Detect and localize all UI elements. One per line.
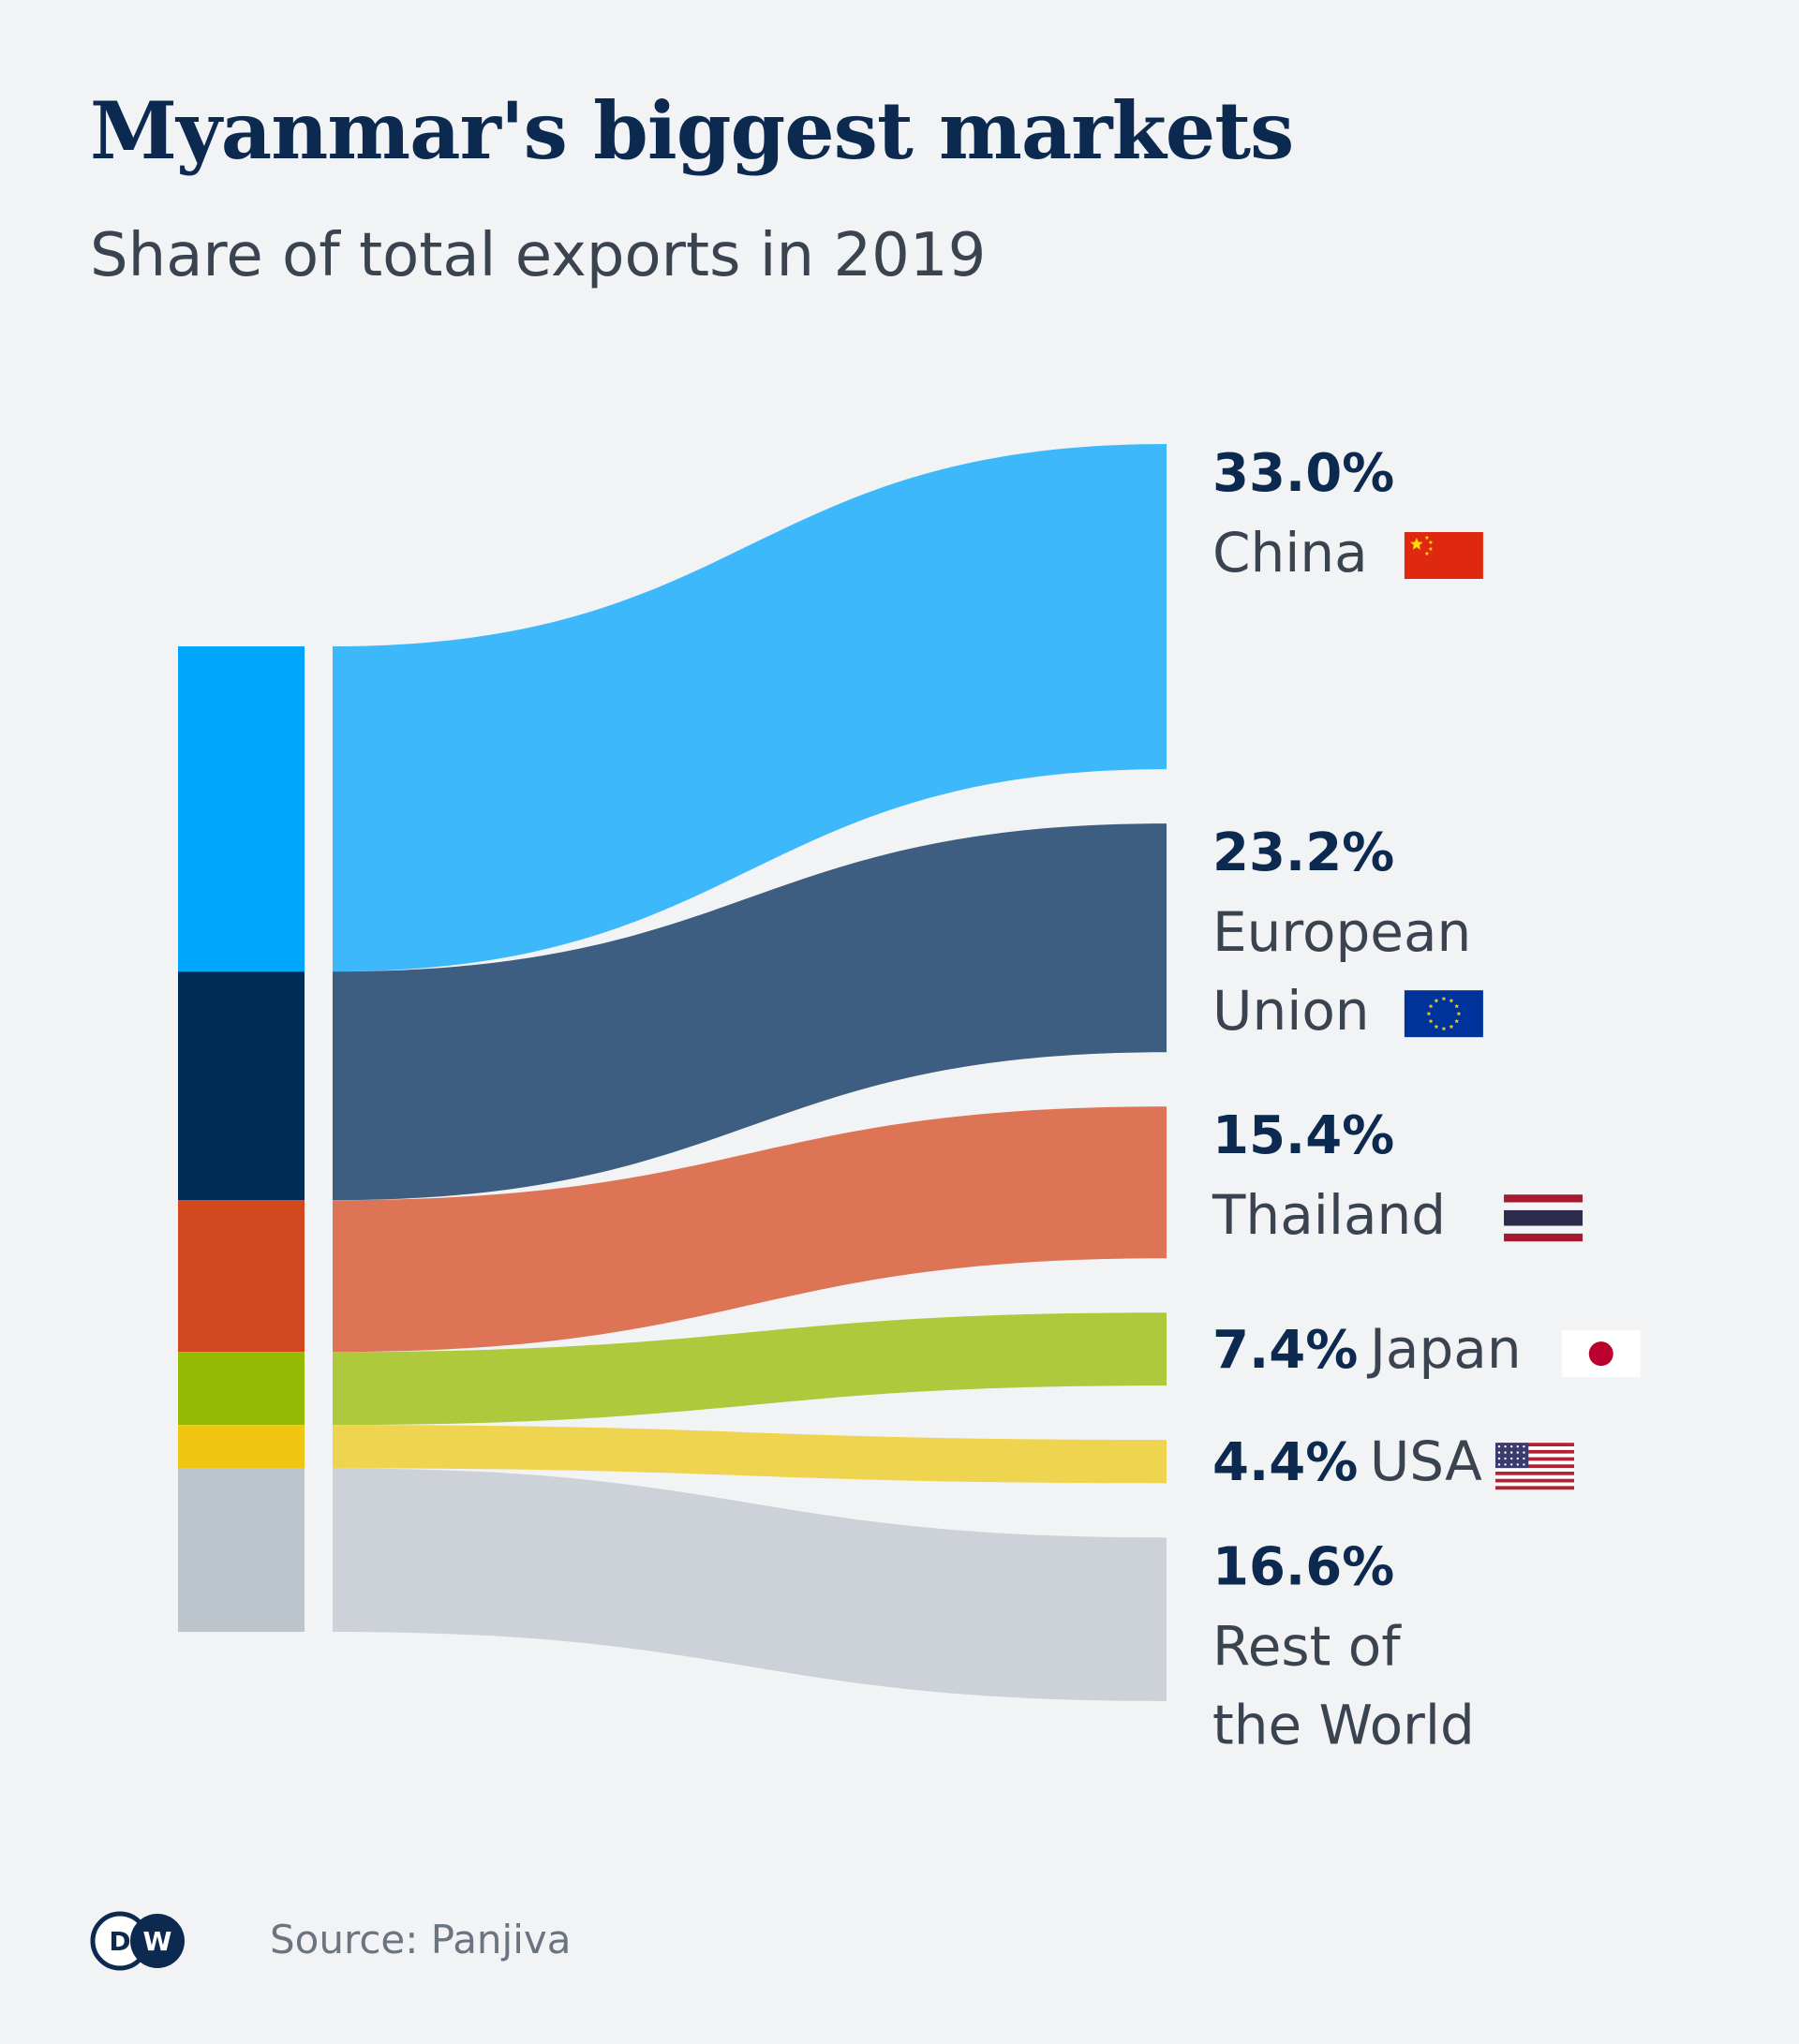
value-label: 23.2% (1212, 822, 1394, 883)
country-label: USA (1370, 1429, 1482, 1493)
value-label: 33.0% (1212, 443, 1394, 504)
value-label: 4.4% (1212, 1432, 1358, 1493)
bar-segment (178, 971, 305, 1201)
flow-band (333, 1106, 1167, 1353)
china-flag-icon (1404, 532, 1483, 579)
chart-subtitle: Share of total exports in 2019 (90, 221, 987, 290)
chart-title: Myanmar's biggest markets (90, 84, 1294, 177)
country-label: China (1212, 521, 1368, 585)
usa-flag-icon (1494, 1443, 1574, 1490)
bar-segment (178, 1200, 305, 1353)
value-label: 15.4% (1212, 1105, 1394, 1166)
eu-flag-icon (1404, 990, 1483, 1038)
country-label: Japan (1367, 1317, 1522, 1381)
bar-segment (178, 1352, 305, 1425)
japan-flag-icon (1561, 1330, 1641, 1378)
country-label: Rest of (1212, 1614, 1402, 1678)
bar-segment (178, 646, 305, 972)
flow-band (333, 444, 1167, 972)
dw-logo-icon: D W (90, 1911, 185, 1971)
value-label: 16.6% (1212, 1536, 1394, 1597)
svg-text:D: D (109, 1926, 130, 1957)
country-label: Thailand (1212, 1183, 1446, 1247)
source-note: Source: Panjiva (270, 1917, 572, 1963)
country-label: European (1212, 900, 1471, 964)
country-label: the World (1212, 1693, 1475, 1756)
country-label: Union (1212, 979, 1370, 1043)
bar-segment (178, 1468, 305, 1632)
flow-band (333, 823, 1167, 1201)
flow-band (333, 1468, 1167, 1701)
thailand-flag-icon (1504, 1194, 1583, 1242)
bar-segment (178, 1425, 305, 1469)
svg-text:W: W (143, 1926, 172, 1957)
flow-band (333, 1425, 1167, 1484)
value-label: 7.4% (1212, 1320, 1358, 1381)
flow-band (333, 1312, 1167, 1426)
